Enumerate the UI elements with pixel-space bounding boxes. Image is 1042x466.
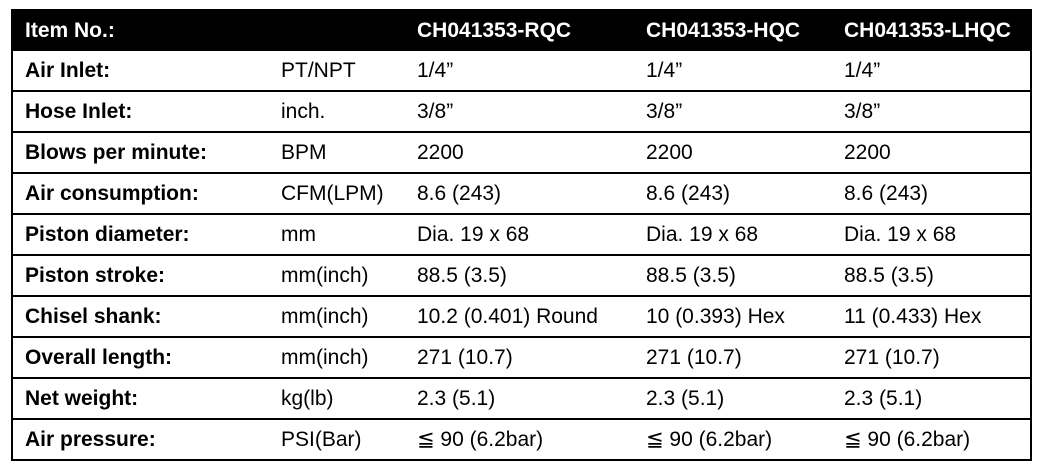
spec-unit: PT/NPT	[270, 51, 407, 92]
spec-label: Air consumption:	[12, 173, 270, 215]
spec-value-lhqc: 271 (10.7)	[834, 337, 1031, 379]
spec-table: Item No.: CH041353-RQC CH041353-HQC CH04…	[11, 9, 1032, 461]
spec-row-air-pressure: Air pressure: PSI(Bar) ≦ 90 (6.2bar) ≦ 90 (…	[12, 419, 1031, 460]
spec-value-hqc: 1/4”	[636, 51, 834, 92]
spec-label: Piston diameter:	[12, 214, 270, 256]
spec-label: Piston stroke:	[12, 255, 270, 297]
header-model-rqc: CH041353-RQC	[407, 10, 636, 51]
spec-unit: kg(lb)	[270, 378, 407, 420]
header-item-label: Item No.:	[12, 10, 270, 51]
spec-value-hqc: 8.6 (243)	[636, 173, 834, 215]
spec-unit: inch.	[270, 91, 407, 133]
spec-value-hqc: Dia. 19 x 68	[636, 214, 834, 256]
header-model-hqc: CH041353-HQC	[636, 10, 834, 51]
spec-unit: CFM(LPM)	[270, 173, 407, 215]
header-row: Item No.: CH041353-RQC CH041353-HQC CH04…	[12, 10, 1031, 51]
spec-value-lhqc: 11 (0.433) Hex	[834, 296, 1031, 338]
spec-unit: BPM	[270, 132, 407, 174]
spec-value-lhqc: 3/8”	[834, 91, 1031, 133]
spec-value-rqc: ≦ 90 (6.2bar)	[417, 428, 544, 451]
spec-value-hqc: 10 (0.393) Hex	[636, 296, 834, 338]
spec-unit: mm(inch)	[270, 296, 407, 338]
spec-row-net-weight: Net weight: kg(lb) 2.3 (5.1) 2.3 (5.1) 2.3 (…	[12, 378, 1031, 420]
spec-value-hqc: 3/8”	[636, 91, 834, 133]
spec-row-chisel-shank: Chisel shank: mm(inch) 10.2 (0.401) Round 1…	[12, 296, 1031, 338]
spec-label: Blows per minute:	[12, 132, 270, 174]
spec-value-hqc: 2.3 (5.1)	[636, 378, 834, 420]
spec-unit: mm	[270, 214, 407, 256]
spec-value-lhqc: 2.3 (5.1)	[834, 378, 1031, 420]
spec-value-hqc: 2200	[636, 132, 834, 174]
spec-label: Air pressure:	[25, 427, 156, 451]
spec-value-lhqc: 8.6 (243)	[834, 173, 1031, 215]
spec-row-air-consumption: Air consumption: CFM(LPM) 8.6 (243) 8.6 (24…	[12, 173, 1031, 215]
spec-row-hose-inlet: Hose Inlet: inch. 3/8” 3/8” 3/8”	[12, 91, 1031, 133]
spec-value-rqc: 8.6 (243)	[407, 173, 636, 215]
spec-value-rqc: 2.3 (5.1)	[407, 378, 636, 420]
spec-row-piston-diameter: Piston diameter: mm Dia. 19 x 68 Dia. 19 x …	[12, 214, 1031, 256]
spec-value-lhqc: ≦ 90 (6.2bar)	[844, 428, 971, 451]
spec-row-overall-length: Overall length: mm(inch) 271 (10.7) 271 (10…	[12, 337, 1031, 379]
spec-value-lhqc: 88.5 (3.5)	[834, 255, 1031, 297]
spec-value-rqc: 88.5 (3.5)	[407, 255, 636, 297]
header-model-lhqc: CH041353-LHQC	[834, 10, 1031, 51]
spec-label: Overall length:	[12, 337, 270, 379]
spec-row-piston-stroke: Piston stroke: mm(inch) 88.5 (3.5) 88.5 (3.…	[12, 255, 1031, 297]
spec-value-lhqc: 1/4”	[834, 51, 1031, 92]
spec-label: Air Inlet:	[12, 51, 270, 92]
spec-label: Hose Inlet:	[12, 91, 270, 133]
header-unit	[270, 10, 407, 51]
spec-value-rqc: 1/4”	[407, 51, 636, 92]
spec-row-blows-per-minute: Blows per minute: BPM 2200 2200 2200	[12, 132, 1031, 174]
spec-value-rqc: 3/8”	[407, 91, 636, 133]
spec-value-lhqc: 2200	[834, 132, 1031, 174]
spec-value-rqc: 2200	[407, 132, 636, 174]
spec-unit: PSI(Bar)	[281, 427, 362, 451]
spec-value-hqc: ≦ 90 (6.2bar)	[646, 428, 773, 451]
spec-value-lhqc: Dia. 19 x 68	[834, 214, 1031, 256]
spec-value-hqc: 88.5 (3.5)	[636, 255, 834, 297]
spec-body: Air Inlet: PT/NPT 1/4” 1/4” 1/4” Hose Inlet: i…	[12, 51, 1031, 460]
spec-label: Net weight:	[12, 378, 270, 420]
spec-value-rqc: Dia. 19 x 68	[407, 214, 636, 256]
spec-label: Chisel shank:	[12, 296, 270, 338]
spec-value-hqc: 271 (10.7)	[636, 337, 834, 379]
spec-unit: mm(inch)	[270, 255, 407, 297]
spec-value-rqc: 10.2 (0.401) Round	[407, 296, 636, 338]
spec-unit: mm(inch)	[270, 337, 407, 379]
spec-value-rqc: 271 (10.7)	[407, 337, 636, 379]
spec-row-air-inlet: Air Inlet: PT/NPT 1/4” 1/4” 1/4”	[12, 51, 1031, 92]
